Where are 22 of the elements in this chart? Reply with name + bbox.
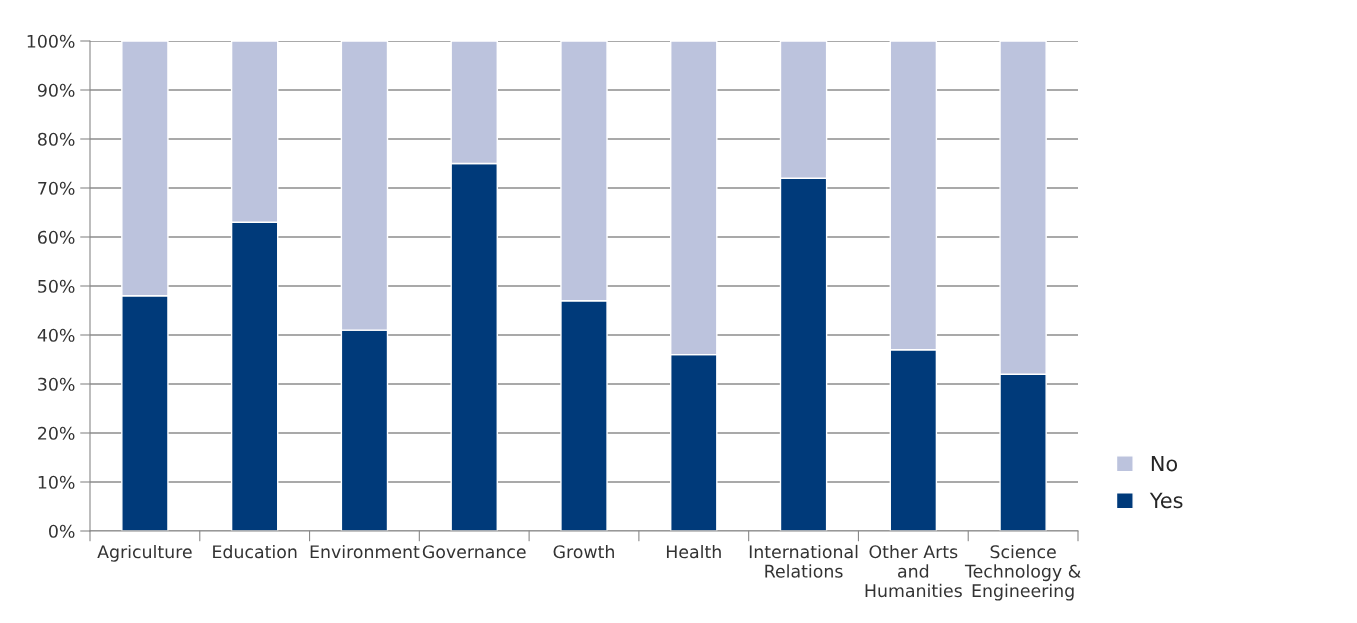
y-tick-label: 60% xyxy=(38,230,75,244)
y-tick-label: 90% xyxy=(37,83,75,97)
legend-label: Yes xyxy=(1149,492,1183,509)
x-tick-label: Education xyxy=(213,544,297,559)
x-tick-label: Science Technology & Engineering xyxy=(964,544,1081,601)
y-tick-label: 10% xyxy=(38,475,75,489)
y-tick-label: 40% xyxy=(37,328,75,342)
y-tick-label: 100% xyxy=(27,34,75,48)
x-tick-label: Other Arts and Humanities xyxy=(865,544,962,598)
y-tick-label: 80% xyxy=(38,132,75,146)
legend-label: No xyxy=(1151,455,1178,472)
y-tick-label: 50% xyxy=(38,279,75,293)
x-tick-label: Growth xyxy=(553,544,614,559)
y-tick-label: 0% xyxy=(49,524,75,538)
x-tick-label: Health xyxy=(666,544,721,559)
x-tick-label: Environment xyxy=(310,544,420,559)
x-tick-label: Agriculture xyxy=(97,544,192,562)
x-tick-label: Governance xyxy=(422,545,526,559)
x-tick-label: International Relations xyxy=(749,544,858,578)
y-tick-label: 30% xyxy=(38,377,75,391)
y-tick-label: 20% xyxy=(38,426,75,440)
y-tick-label: 70% xyxy=(38,181,75,195)
